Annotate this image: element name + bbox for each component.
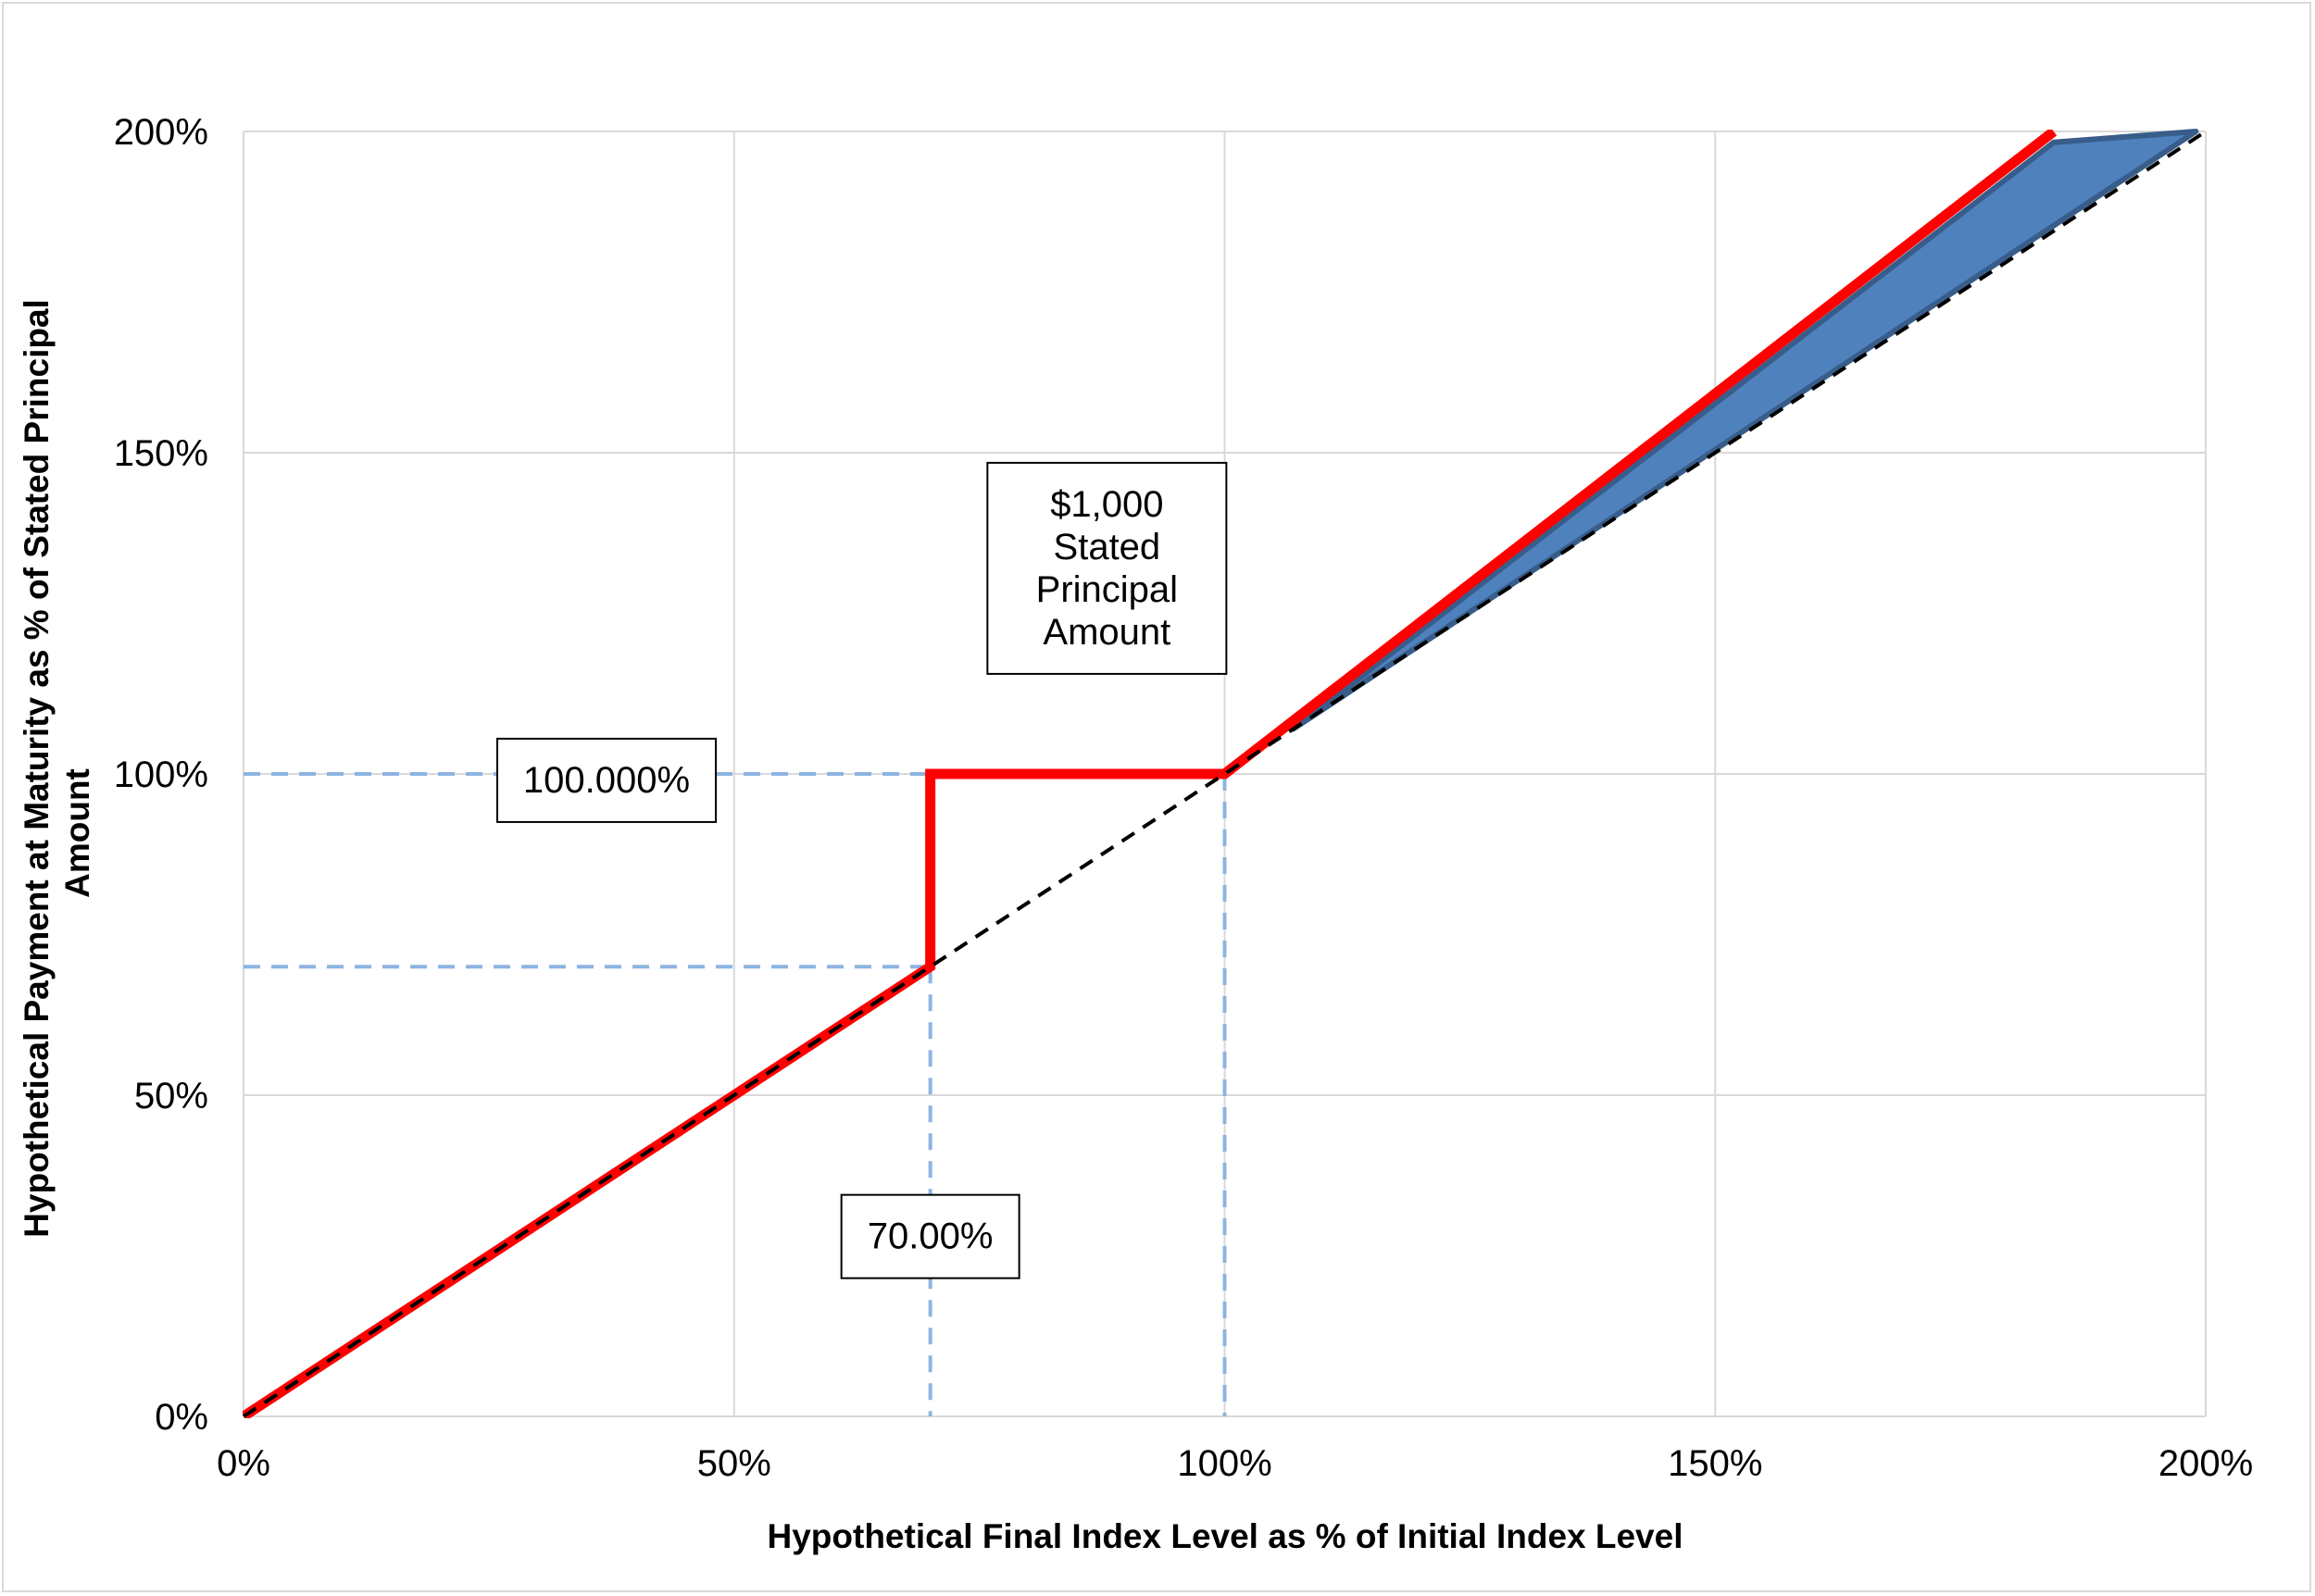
series-lines xyxy=(243,130,2208,1418)
shaded-return-area xyxy=(1290,129,2199,732)
barrier-box-frame xyxy=(840,1193,1020,1279)
principal-box-text-1: Stated xyxy=(1054,527,1161,567)
axis-titles: Hypothetical Final Index Level as % of I… xyxy=(18,299,1683,1555)
y-tick-label-1: 50% xyxy=(134,1076,208,1116)
y-axis-title-line-2: Amount xyxy=(58,768,96,898)
shaded-area xyxy=(1290,129,2199,732)
y-axis-title-line-1: Hypothetical Payment at Maturity as % of… xyxy=(18,299,56,1238)
y-tick-label-2: 100% xyxy=(114,754,208,795)
principal-box-text-2: Principal xyxy=(1036,569,1178,610)
x-tick-label-2: 100% xyxy=(1177,1443,1271,1484)
tick-labels: 0% 50% 100% 150% 200% 0% 50% 100% 150% 200% xyxy=(114,112,2253,1484)
x-tick-label-3: 150% xyxy=(1668,1443,1762,1484)
cap-box-text-0: 100.000% xyxy=(523,760,690,801)
x-axis-title: Hypothetical Final Index Level as % of I… xyxy=(768,1517,1683,1555)
x-tick-label-0: 0% xyxy=(217,1443,270,1484)
cap-box: 100.000% xyxy=(496,737,718,823)
index-return-dashed-line xyxy=(243,130,2208,1418)
y-tick-label-0: 0% xyxy=(155,1397,208,1438)
barrier-box-text-0: 70.00% xyxy=(868,1216,994,1257)
principal-box-text-0: $1,000 xyxy=(1050,484,1163,525)
payment-at-maturity-line xyxy=(243,130,2058,1418)
principal-box-text-3: Amount xyxy=(1043,612,1170,653)
principal-box-frame xyxy=(986,461,1228,675)
y-tick-label-3: 150% xyxy=(114,433,208,474)
cap-box-frame xyxy=(496,737,718,823)
barrier-box: 70.00% xyxy=(840,1193,1020,1279)
gridlines xyxy=(243,131,2207,1417)
y-tick-label-4: 200% xyxy=(114,112,208,153)
x-tick-label-1: 50% xyxy=(697,1443,771,1484)
x-tick-label-4: 200% xyxy=(2159,1443,2253,1484)
